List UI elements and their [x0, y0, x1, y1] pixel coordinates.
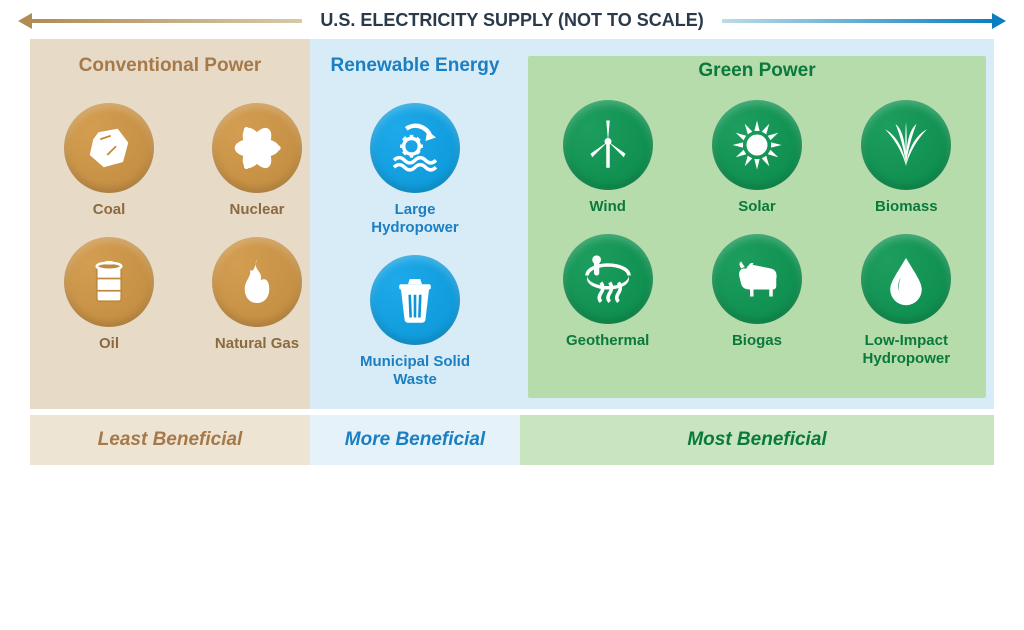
energy-item-hydro: Large Hydropower	[350, 103, 480, 237]
footer-conventional: Least Beneficial	[30, 415, 310, 465]
cow-icon	[712, 234, 802, 324]
energy-item-trash: Municipal Solid Waste	[350, 255, 480, 389]
column-conventional: Conventional Power Coal Nuclear Oil Natura…	[30, 39, 310, 409]
energy-item-flame: Natural Gas	[192, 237, 322, 353]
energy-item-oil: Oil	[44, 237, 174, 353]
energy-item-coal: Coal	[44, 103, 174, 219]
coal-icon	[64, 103, 154, 193]
column-title-conventional: Conventional Power	[30, 55, 310, 77]
page-title: U.S. ELECTRICITY SUPPLY (NOT TO SCALE)	[302, 10, 721, 31]
columns-container: Conventional Power Coal Nuclear Oil Natura…	[30, 39, 994, 409]
footer-row: Least BeneficialMore BeneficialMost Bene…	[30, 415, 994, 465]
footer-renewable: More Beneficial	[310, 415, 520, 465]
oil-icon	[64, 237, 154, 327]
drop-icon	[861, 234, 951, 324]
energy-item-grass: Biomass	[841, 100, 971, 216]
energy-item-cow: Biogas	[692, 234, 822, 350]
geothermal-icon	[563, 234, 653, 324]
energy-item-sun: Solar	[692, 100, 822, 216]
icon-label: Geothermal	[566, 332, 649, 350]
arrow-left	[30, 19, 302, 23]
icon-label: Nuclear	[229, 201, 284, 219]
grass-icon	[861, 100, 951, 190]
flame-icon	[212, 237, 302, 327]
green-power-box: Green Power Wind Solar Biomass	[528, 56, 986, 398]
icon-label: Biogas	[732, 332, 782, 350]
icon-label: Biomass	[875, 198, 938, 216]
icon-label: Oil	[99, 335, 119, 353]
icon-label: Solar	[738, 198, 776, 216]
sun-icon	[712, 100, 802, 190]
hydro-icon	[370, 103, 460, 193]
icon-grid-renewable: Large Hydropower Municipal Solid Waste	[310, 95, 520, 409]
green-power-title: Green Power	[528, 60, 986, 82]
column-renewable: Renewable Energy Large Hydropower M	[310, 39, 520, 409]
trash-icon	[370, 255, 460, 345]
icon-label: Low-Impact Hydropower	[841, 332, 971, 368]
icon-label: Wind	[589, 198, 626, 216]
column-green: Green Power Wind Solar Biomass	[520, 39, 994, 409]
icon-label: Natural Gas	[215, 335, 299, 353]
footer-green: Most Beneficial	[520, 415, 994, 465]
column-title-renewable: Renewable Energy	[310, 55, 520, 77]
header-arrow-row: U.S. ELECTRICITY SUPPLY (NOT TO SCALE)	[30, 10, 994, 31]
icon-label: Large Hydropower	[350, 201, 480, 237]
icon-grid-conventional: Coal Nuclear Oil Natural Gas	[30, 95, 310, 373]
arrow-right	[722, 19, 994, 23]
energy-item-geothermal: Geothermal	[543, 234, 673, 350]
energy-item-nuclear: Nuclear	[192, 103, 322, 219]
icon-label: Municipal Solid Waste	[350, 353, 480, 389]
nuclear-icon	[212, 103, 302, 193]
energy-item-drop: Low-Impact Hydropower	[841, 234, 971, 368]
energy-item-wind: Wind	[543, 100, 673, 216]
icon-grid-green: Wind Solar Biomass Geothermal Bi	[528, 92, 986, 388]
wind-icon	[563, 100, 653, 190]
icon-label: Coal	[93, 201, 126, 219]
